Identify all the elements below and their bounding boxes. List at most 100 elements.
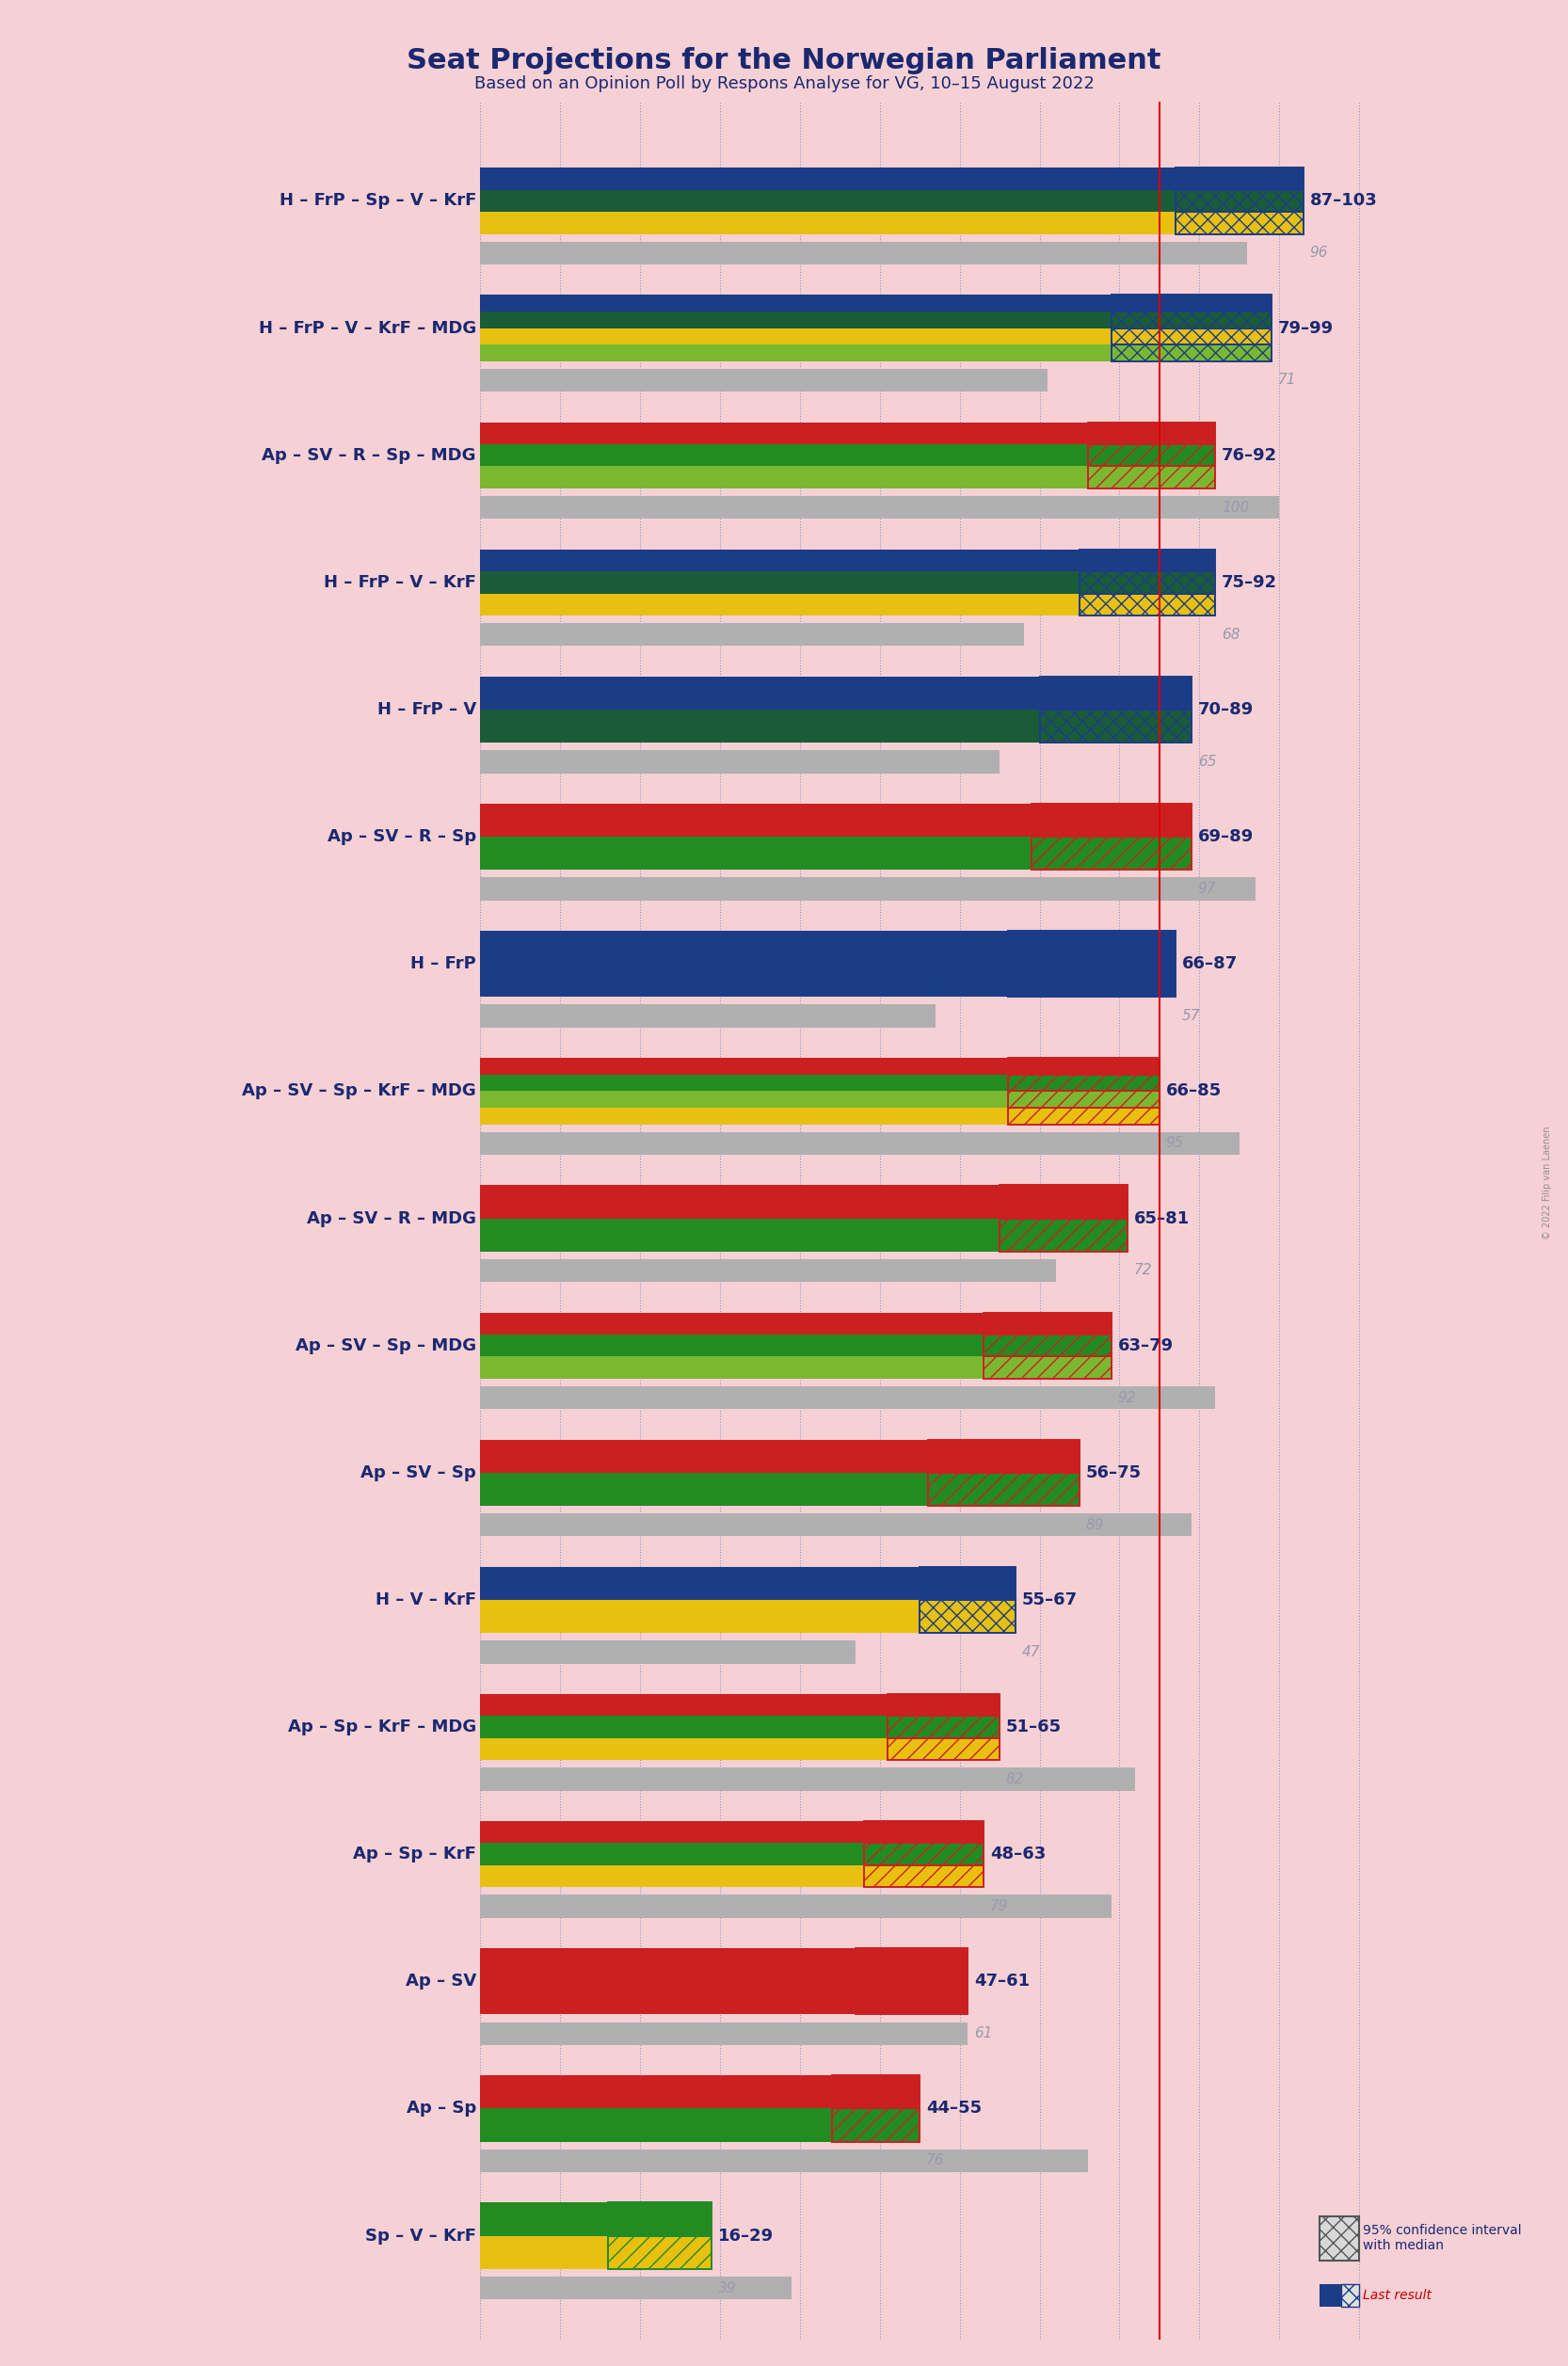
Text: H – FrP – Sp – V – KrF: H – FrP – Sp – V – KrF bbox=[279, 192, 477, 208]
Bar bbox=[1088, 445, 1215, 466]
Text: 79: 79 bbox=[989, 1900, 1008, 1914]
Text: H – V – KrF: H – V – KrF bbox=[375, 1592, 477, 1609]
Text: 95: 95 bbox=[1167, 1136, 1184, 1150]
Text: 79–99: 79–99 bbox=[1278, 319, 1333, 336]
Text: Ap – SV: Ap – SV bbox=[406, 1973, 477, 1990]
Bar bbox=[1008, 1107, 1159, 1124]
Bar bbox=[1008, 1091, 1159, 1107]
Bar bbox=[887, 1739, 1000, 1760]
Text: 89: 89 bbox=[1087, 1517, 1104, 1531]
Bar bbox=[1088, 466, 1215, 487]
Text: 47–61: 47–61 bbox=[974, 1973, 1030, 1990]
Text: 76–92: 76–92 bbox=[1221, 447, 1278, 464]
Text: Ap – SV – Sp: Ap – SV – Sp bbox=[361, 1465, 477, 1481]
Bar bbox=[920, 1599, 1016, 1633]
Bar bbox=[480, 1058, 1008, 1074]
Bar bbox=[864, 1822, 983, 1843]
Text: 63–79: 63–79 bbox=[1118, 1337, 1173, 1353]
Text: 97: 97 bbox=[1198, 883, 1217, 897]
Bar bbox=[480, 421, 1088, 445]
Text: 61: 61 bbox=[974, 2028, 993, 2039]
Bar bbox=[480, 1822, 864, 1843]
Bar bbox=[920, 1566, 1016, 1599]
Bar bbox=[480, 189, 1176, 213]
Bar bbox=[480, 1185, 1000, 1218]
Bar bbox=[480, 466, 1088, 487]
Bar bbox=[1008, 1074, 1159, 1091]
Text: 82: 82 bbox=[1007, 1772, 1024, 1786]
Text: 44–55: 44–55 bbox=[927, 2101, 982, 2118]
Bar bbox=[983, 1313, 1112, 1334]
Bar bbox=[480, 1715, 887, 1739]
Text: H – FrP – V – KrF – MDG: H – FrP – V – KrF – MDG bbox=[259, 319, 477, 336]
Text: Sp – V – KrF: Sp – V – KrF bbox=[365, 2226, 477, 2245]
Bar bbox=[887, 1715, 1000, 1739]
Text: 56–75: 56–75 bbox=[1087, 1465, 1142, 1481]
Text: 66–85: 66–85 bbox=[1167, 1084, 1221, 1100]
Text: 39: 39 bbox=[718, 2281, 737, 2295]
Bar bbox=[928, 1472, 1079, 1505]
Text: Based on an Opinion Poll by Respons Analyse for VG, 10–15 August 2022: Based on an Opinion Poll by Respons Anal… bbox=[474, 76, 1094, 92]
Bar bbox=[480, 1566, 920, 1599]
Bar bbox=[1112, 296, 1272, 312]
Bar bbox=[1319, 2283, 1341, 2307]
Bar bbox=[480, 1131, 1239, 1155]
Text: 95% confidence interval
with median: 95% confidence interval with median bbox=[1363, 2224, 1523, 2252]
Bar bbox=[480, 1694, 887, 1715]
Text: 65–81: 65–81 bbox=[1134, 1209, 1190, 1228]
Bar bbox=[480, 750, 1000, 774]
Bar bbox=[1000, 1218, 1127, 1252]
Bar bbox=[1000, 1185, 1127, 1218]
Text: 51–65: 51–65 bbox=[1007, 1718, 1062, 1737]
Bar bbox=[480, 2236, 608, 2269]
Text: Ap – SV – Sp – MDG: Ap – SV – Sp – MDG bbox=[295, 1337, 477, 1353]
Bar bbox=[480, 710, 1040, 743]
Bar bbox=[1008, 1058, 1159, 1074]
Bar bbox=[480, 1514, 1192, 1536]
Bar bbox=[480, 168, 1176, 189]
Bar bbox=[480, 1640, 856, 1663]
Bar bbox=[928, 1439, 1079, 1472]
Bar bbox=[1079, 570, 1215, 594]
Text: 100: 100 bbox=[1221, 499, 1250, 513]
Bar bbox=[480, 1947, 856, 2013]
Bar bbox=[480, 878, 1256, 901]
Text: H – FrP: H – FrP bbox=[411, 956, 477, 972]
Bar bbox=[480, 1739, 887, 1760]
Bar bbox=[480, 213, 1176, 234]
Bar bbox=[856, 1947, 967, 2013]
Bar bbox=[831, 2108, 920, 2141]
Bar bbox=[480, 2108, 831, 2141]
Bar bbox=[864, 1864, 983, 1888]
Bar bbox=[983, 1356, 1112, 1379]
Bar bbox=[480, 804, 1032, 838]
Bar bbox=[480, 838, 1032, 871]
Bar bbox=[480, 1767, 1135, 1791]
Bar bbox=[1079, 594, 1215, 615]
Text: Ap – SV – R – MDG: Ap – SV – R – MDG bbox=[307, 1209, 477, 1228]
Bar bbox=[1341, 2283, 1359, 2307]
Text: 65: 65 bbox=[1198, 755, 1217, 769]
Bar bbox=[480, 1074, 1008, 1091]
Text: Ap – SV – Sp – KrF – MDG: Ap – SV – Sp – KrF – MDG bbox=[241, 1084, 477, 1100]
Text: Ap – Sp – KrF: Ap – Sp – KrF bbox=[353, 1845, 477, 1862]
Bar bbox=[831, 2075, 920, 2108]
Bar bbox=[480, 677, 1040, 710]
Bar bbox=[1112, 312, 1272, 329]
Bar bbox=[480, 1313, 983, 1334]
Bar bbox=[864, 1843, 983, 1864]
Bar bbox=[480, 594, 1079, 615]
Bar bbox=[480, 1091, 1008, 1107]
Bar bbox=[480, 1864, 864, 1888]
Text: Ap – SV – R – Sp: Ap – SV – R – Sp bbox=[328, 828, 477, 845]
Bar bbox=[1040, 677, 1192, 710]
Text: 48–63: 48–63 bbox=[989, 1845, 1046, 1862]
Text: Seat Projections for the Norwegian Parliament: Seat Projections for the Norwegian Parli… bbox=[406, 47, 1162, 76]
Text: 72: 72 bbox=[1134, 1263, 1152, 1278]
Text: 16–29: 16–29 bbox=[718, 2226, 775, 2245]
Bar bbox=[480, 930, 1008, 996]
Bar bbox=[480, 570, 1079, 594]
Text: 66–87: 66–87 bbox=[1182, 956, 1237, 972]
Bar bbox=[480, 1472, 928, 1505]
Bar bbox=[480, 329, 1112, 345]
